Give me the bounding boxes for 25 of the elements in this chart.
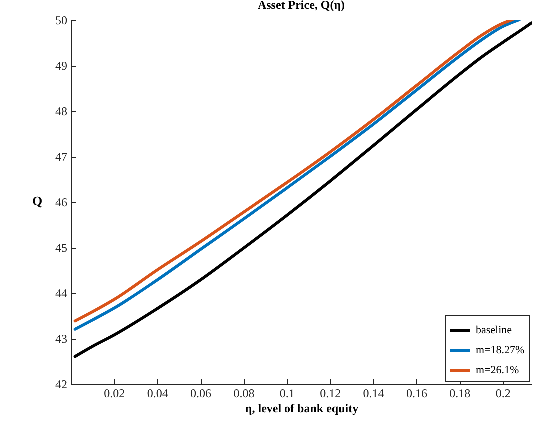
x-tick-label: 0.2 — [496, 386, 511, 400]
legend-label: baseline — [476, 324, 512, 336]
x-axis-title: η, level of bank equity — [245, 402, 359, 416]
x-tick-label: 0.08 — [234, 386, 255, 400]
x-tick-label: 0.12 — [320, 386, 342, 400]
legend-label: m=18.27% — [476, 344, 525, 356]
legend-label: m=26.1% — [476, 364, 520, 376]
y-tick-label: 42 — [56, 378, 68, 392]
x-tick-label: 0.16 — [406, 386, 428, 400]
x-tick-label: 0.06 — [190, 386, 212, 400]
x-tick-label: 0.18 — [450, 386, 471, 400]
y-tick-label: 46 — [56, 196, 68, 210]
y-tick-label: 44 — [56, 286, 68, 300]
chart-title: Asset Price, Q(η) — [258, 0, 346, 12]
y-tick-label: 49 — [56, 59, 68, 73]
x-tick-label: 0.02 — [104, 386, 126, 400]
x-tick-label: 0.1 — [280, 386, 295, 400]
y-tick-label: 50 — [56, 14, 68, 28]
x-tick-label: 0.14 — [363, 386, 384, 400]
y-tick-label: 43 — [56, 332, 68, 346]
x-tick-label: 0.04 — [147, 386, 168, 400]
y-axis-title: Q — [32, 194, 43, 208]
y-tick-label: 47 — [56, 150, 68, 164]
y-tick-label: 48 — [56, 104, 68, 118]
y-tick-label: 45 — [56, 241, 68, 255]
